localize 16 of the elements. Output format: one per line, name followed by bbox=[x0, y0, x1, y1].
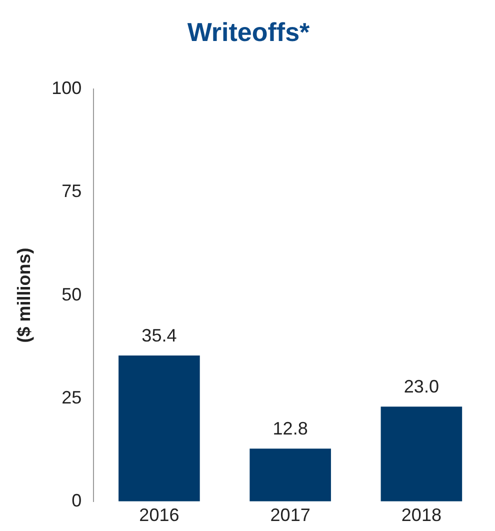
y-axis-title: ($ millions) bbox=[14, 248, 34, 343]
y-tick-label: 0 bbox=[72, 490, 82, 510]
data-label: 35.4 bbox=[142, 325, 177, 346]
y-tick-label: 75 bbox=[62, 181, 82, 202]
x-tick-label: 2016 bbox=[139, 505, 180, 526]
x-tick-label: 2018 bbox=[401, 505, 442, 526]
bar bbox=[250, 448, 331, 502]
data-label: 12.8 bbox=[272, 418, 308, 439]
y-tick-label: 50 bbox=[62, 284, 82, 304]
bar bbox=[118, 355, 200, 502]
y-tick-label: 100 bbox=[52, 78, 82, 98]
chart-title: Writeoffs* bbox=[187, 16, 311, 47]
data-label: 23.0 bbox=[404, 376, 439, 397]
x-tick-label: 2017 bbox=[270, 505, 310, 526]
bar bbox=[380, 406, 462, 502]
y-tick-label: 25 bbox=[62, 387, 82, 408]
